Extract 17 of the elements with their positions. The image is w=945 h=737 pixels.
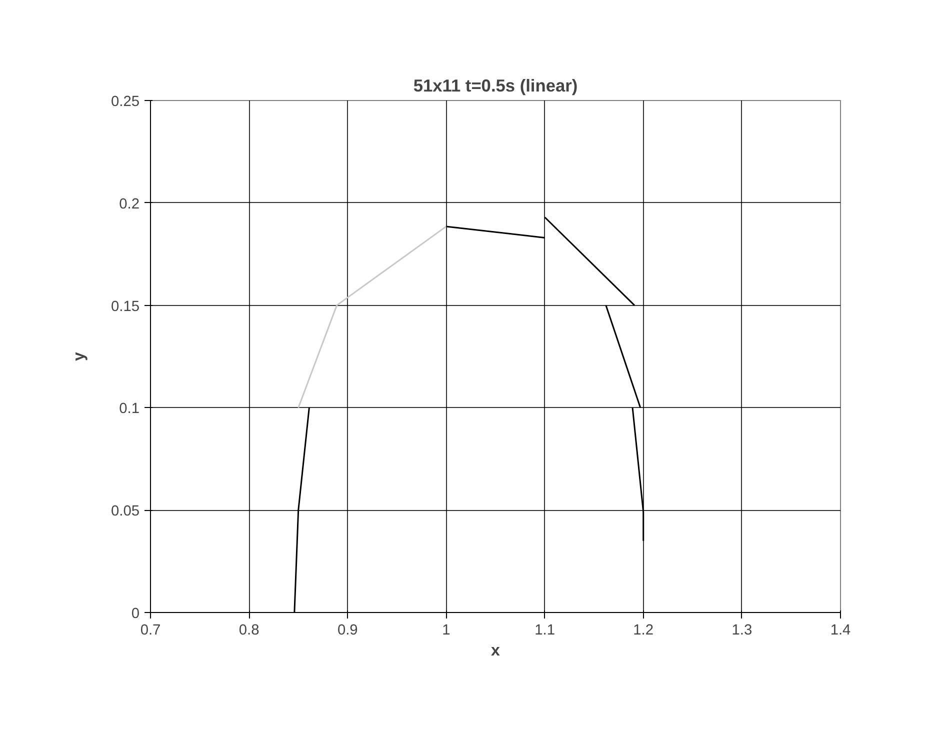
x-tick-label: 1	[442, 622, 450, 638]
y-tick-label: 0.25	[110, 94, 140, 110]
y-tick-label: 0.2	[119, 196, 140, 212]
x-tick-label: 1.3	[732, 622, 752, 638]
x-tick-label: 1.4	[830, 622, 851, 638]
x-axis-title: x	[491, 642, 500, 660]
x-tick-label: 1.1	[534, 622, 555, 638]
y-tick-label: 0.05	[110, 504, 140, 520]
y-axis-title: y	[70, 352, 88, 361]
x-tick-label: 0.9	[337, 622, 358, 638]
y-tick-label: 0	[131, 606, 140, 622]
y-tick-label: 0.1	[119, 401, 140, 418]
x-tick-label: 0.8	[238, 622, 260, 638]
chart-title: 51x11 t=0.5s (linear)	[413, 76, 578, 96]
y-tick-label: 0.15	[110, 298, 140, 315]
x-tick-label: 1.2	[633, 622, 654, 638]
x-tick-label: 0.7	[140, 622, 161, 638]
